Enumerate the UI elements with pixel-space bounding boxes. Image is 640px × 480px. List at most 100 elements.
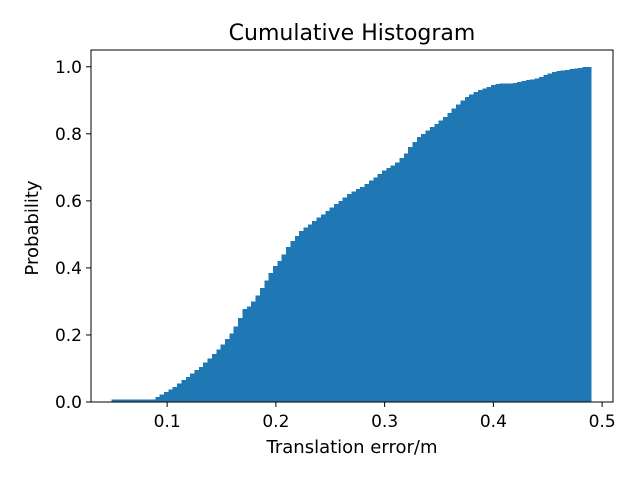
histogram-bar-14 <box>172 386 178 402</box>
histogram-bar-34 <box>259 288 265 402</box>
x-tick-label-3: 0.4 <box>480 412 507 432</box>
histogram-bar-26 <box>225 338 230 402</box>
histogram-bar-105 <box>569 69 575 403</box>
histogram-bar-5 <box>133 399 139 402</box>
histogram-bar-6 <box>137 399 143 402</box>
y-axis-label: Probability <box>22 180 43 275</box>
histogram-bar-54 <box>347 194 352 402</box>
histogram-bar-71 <box>421 133 426 402</box>
histogram-bar-88 <box>495 84 501 402</box>
histogram-bar-18 <box>190 373 195 402</box>
histogram-bar-33 <box>255 295 261 402</box>
histogram-bar-104 <box>565 69 570 402</box>
histogram-bar-10 <box>155 396 161 402</box>
y-tick-label-2: 0.4 <box>55 259 82 279</box>
histogram-bar-42 <box>294 236 300 402</box>
histogram-bar-19 <box>194 370 200 402</box>
histogram-bar-86 <box>486 86 492 402</box>
histogram-bar-28 <box>233 326 239 402</box>
histogram-bar-62 <box>381 170 387 402</box>
histogram-bar-84 <box>477 90 483 402</box>
histogram-bar-109 <box>586 66 592 402</box>
histogram-bar-23 <box>211 354 217 402</box>
histogram-bar-103 <box>560 70 566 402</box>
histogram-bar-58 <box>364 184 370 402</box>
histogram-bar-40 <box>286 247 291 402</box>
histogram-bar-30 <box>242 308 248 402</box>
histogram-bar-46 <box>312 220 317 402</box>
histogram-bar-78 <box>451 108 457 403</box>
histogram-bar-3 <box>124 399 130 402</box>
histogram-bar-79 <box>456 104 461 402</box>
histogram-bar-8 <box>146 399 152 402</box>
histogram-bar-52 <box>338 200 344 402</box>
histogram-bar-0 <box>111 399 117 402</box>
histogram-bar-41 <box>290 241 296 402</box>
histogram-bar-25 <box>220 344 226 402</box>
histogram-bar-101 <box>552 71 557 402</box>
histogram-bar-106 <box>573 68 579 402</box>
histogram-bar-97 <box>534 78 540 402</box>
x-tick-label-4: 0.5 <box>589 412 616 432</box>
histogram-bar-85 <box>482 88 488 403</box>
x-tick-label-1: 0.2 <box>262 412 289 432</box>
histogram-bar-20 <box>198 366 204 402</box>
axes <box>90 49 614 403</box>
histogram-bar-11 <box>159 394 165 402</box>
histogram-bar-32 <box>251 301 256 402</box>
histogram-bar-75 <box>438 120 444 403</box>
histogram-bar-76 <box>443 117 448 403</box>
histogram-bar-100 <box>547 73 553 402</box>
histogram-bars <box>111 66 592 403</box>
histogram-bar-90 <box>504 83 509 403</box>
histogram-bar-56 <box>355 189 361 402</box>
x-axis-label: Translation error/m <box>266 437 438 458</box>
histogram-bar-73 <box>429 127 435 402</box>
histogram-bar-16 <box>181 380 187 402</box>
x-tick-label-0: 0.1 <box>154 412 181 432</box>
histogram-bar-59 <box>368 180 374 402</box>
histogram-bar-87 <box>490 85 496 402</box>
histogram-bar-92 <box>512 82 518 402</box>
histogram-bar-61 <box>377 174 383 402</box>
y-tick-label-0: 0.0 <box>55 393 82 413</box>
histogram-bar-72 <box>425 130 431 402</box>
histogram-bar-35 <box>264 280 270 402</box>
histogram-bar-60 <box>373 177 379 402</box>
histogram-bar-27 <box>229 333 235 402</box>
histogram-bar-68 <box>408 147 413 402</box>
histogram-bar-63 <box>386 168 392 402</box>
histogram-bar-82 <box>469 94 474 402</box>
histogram-bar-89 <box>499 83 505 403</box>
y-tick-label-4: 0.8 <box>55 125 82 145</box>
histogram-bar-57 <box>360 186 365 402</box>
x-tick-label-2: 0.3 <box>371 412 398 432</box>
histogram-bar-98 <box>538 76 544 402</box>
histogram-bar-43 <box>299 231 304 402</box>
histogram-bar-95 <box>525 80 531 403</box>
histogram-bar-17 <box>185 376 191 402</box>
x-axis-ticks: 0.1 0.2 0.3 0.4 0.5 <box>154 402 616 432</box>
histogram-bar-24 <box>216 349 222 402</box>
histogram-bar-38 <box>277 261 283 402</box>
histogram-bar-2 <box>120 399 126 402</box>
histogram-bar-50 <box>329 207 335 402</box>
histogram-bar-83 <box>473 91 479 403</box>
histogram-bar-22 <box>207 358 213 402</box>
histogram-bar-65 <box>395 162 400 402</box>
histogram-bar-102 <box>556 71 562 403</box>
histogram-bar-64 <box>390 165 396 402</box>
histogram-bar-51 <box>334 204 339 402</box>
histogram-bar-53 <box>342 197 348 402</box>
histogram-bar-31 <box>246 306 252 402</box>
y-tick-label-1: 0.2 <box>55 326 82 346</box>
histogram-bar-96 <box>530 79 535 402</box>
histogram-bar-70 <box>416 137 422 402</box>
histogram-bar-48 <box>320 214 326 402</box>
histogram-bar-7 <box>142 399 147 402</box>
histogram-bar-74 <box>434 123 440 402</box>
histogram-bar-93 <box>517 81 522 402</box>
y-axis-ticks: 0.0 0.2 0.4 0.6 0.8 1.0 <box>55 58 91 413</box>
histogram-bar-21 <box>203 362 208 402</box>
